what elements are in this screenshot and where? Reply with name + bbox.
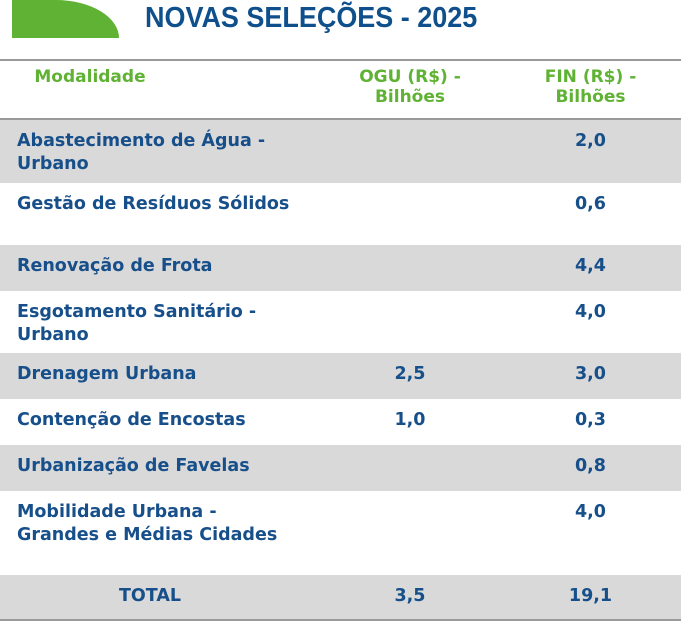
ogu-cell <box>320 119 500 183</box>
table-row: Gestão de Resíduos Sólidos 0,6 <box>0 183 681 245</box>
fin-cell: 0,6 <box>574 194 606 214</box>
fin-cell: 0,3 <box>574 410 606 430</box>
fin-cell: 4,0 <box>574 502 606 522</box>
modalidade-cell: Contenção de Encostas <box>17 410 246 430</box>
table-row: Abastecimento de Água - Urbano 2,0 <box>0 119 681 183</box>
selections-table: Modalidade OGU (R$) - Bilhões FIN (R$) -… <box>0 59 681 621</box>
modalidade-cell: Gestão de Resíduos Sólidos <box>17 194 290 214</box>
modalidade-cell: Renovação de Frota <box>0 245 320 291</box>
table-row: Urbanização de Favelas 0,8 <box>0 445 681 491</box>
logo-shape <box>12 0 119 38</box>
modalidade-cell: Urbanização de Favelas <box>0 445 320 491</box>
modalidade-cell: Drenagem Urbana <box>0 353 320 399</box>
fin-cell: 3,0 <box>500 353 681 399</box>
total-fin: 19,1 <box>500 575 681 620</box>
fin-cell: 0,8 <box>500 445 681 491</box>
ogu-cell <box>320 291 500 353</box>
table-row: Mobilidade Urbana - Grandes e Médias Cid… <box>0 491 681 575</box>
fin-cell: 2,0 <box>500 119 681 183</box>
table-row: Renovação de Frota 4,4 <box>0 245 681 291</box>
ogu-cell <box>320 445 500 491</box>
table-row: Esgotamento Sanitário - Urbano 4,0 <box>0 291 681 353</box>
total-ogu: 3,5 <box>320 575 500 620</box>
modalidade-cell: Esgotamento Sanitário - Urbano <box>17 302 257 345</box>
header-ogu: OGU (R$) - Bilhões <box>320 60 500 120</box>
modalidade-cell: Abastecimento de Água - Urbano <box>0 119 320 183</box>
total-label: TOTAL <box>0 575 320 620</box>
total-row: TOTAL 3,5 19,1 <box>0 575 681 620</box>
ogu-cell <box>320 491 500 575</box>
table-row: Drenagem Urbana 2,5 3,0 <box>0 353 681 399</box>
table-row: Contenção de Encostas 1,0 0,3 <box>0 399 681 445</box>
ogu-cell: 1,0 <box>394 410 426 430</box>
header-modalidade: Modalidade <box>0 60 320 120</box>
fin-cell: 4,4 <box>500 245 681 291</box>
ogu-cell <box>320 245 500 291</box>
page-title: NOVAS SELEÇÕES - 2025 <box>145 2 478 34</box>
fin-cell: 4,0 <box>574 302 606 322</box>
header-fin: FIN (R$) - Bilhões <box>500 60 681 120</box>
ogu-cell <box>320 183 500 245</box>
modalidade-cell: Mobilidade Urbana - Grandes e Médias Cid… <box>17 502 278 545</box>
ogu-cell: 2,5 <box>320 353 500 399</box>
